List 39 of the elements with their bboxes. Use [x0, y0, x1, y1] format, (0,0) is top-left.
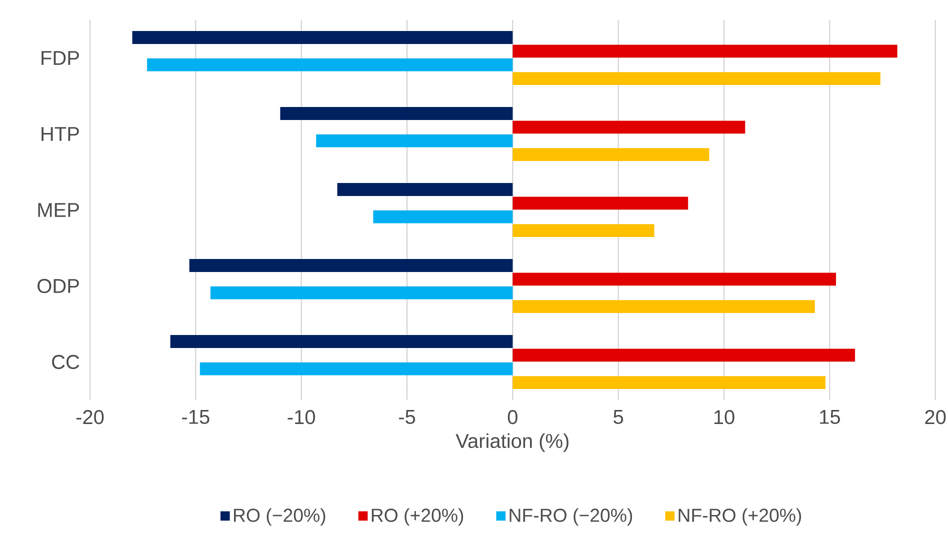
bar	[512, 148, 710, 161]
legend-label: RO (−20%)	[234, 508, 326, 526]
legend-label: RO (+20%)	[372, 508, 464, 526]
bar	[512, 300, 815, 313]
bar	[512, 196, 688, 210]
bar	[373, 210, 513, 224]
x-tick-label: 10	[714, 410, 734, 424]
bar	[512, 224, 654, 237]
bar	[170, 335, 513, 348]
bar	[512, 272, 836, 286]
y-tick-label: ODP	[38, 278, 79, 294]
y-tick-label: CC	[52, 354, 80, 370]
bar	[132, 31, 513, 44]
x-axis-title: Variation (%)	[456, 433, 568, 452]
bar	[512, 72, 880, 85]
bar	[512, 120, 746, 134]
y-tick-label: FDP	[42, 51, 79, 65]
legend-label: NF-RO (−20%)	[510, 508, 632, 526]
x-tick-label: -5	[398, 410, 416, 424]
bar	[280, 107, 513, 120]
x-tick-label: -15	[182, 410, 210, 424]
bar	[147, 58, 513, 72]
legend-label: NF-RO (+20%)	[678, 508, 802, 526]
x-tick-label: 20	[925, 410, 946, 424]
x-tick-label: -20	[76, 410, 104, 424]
bar	[512, 348, 856, 362]
x-tick-label: 5	[614, 410, 624, 424]
y-tick-label: HTP	[42, 127, 79, 141]
bar	[316, 134, 513, 148]
bar	[337, 183, 513, 196]
x-tick-label: 0	[508, 410, 518, 424]
bar	[512, 44, 898, 58]
bar	[200, 362, 513, 376]
x-tick-label: 15	[820, 410, 840, 424]
bar	[512, 376, 826, 389]
y-tick-label: MEP	[38, 203, 79, 217]
bar	[189, 259, 513, 272]
x-tick-label: -10	[288, 410, 315, 424]
bar	[210, 286, 513, 300]
